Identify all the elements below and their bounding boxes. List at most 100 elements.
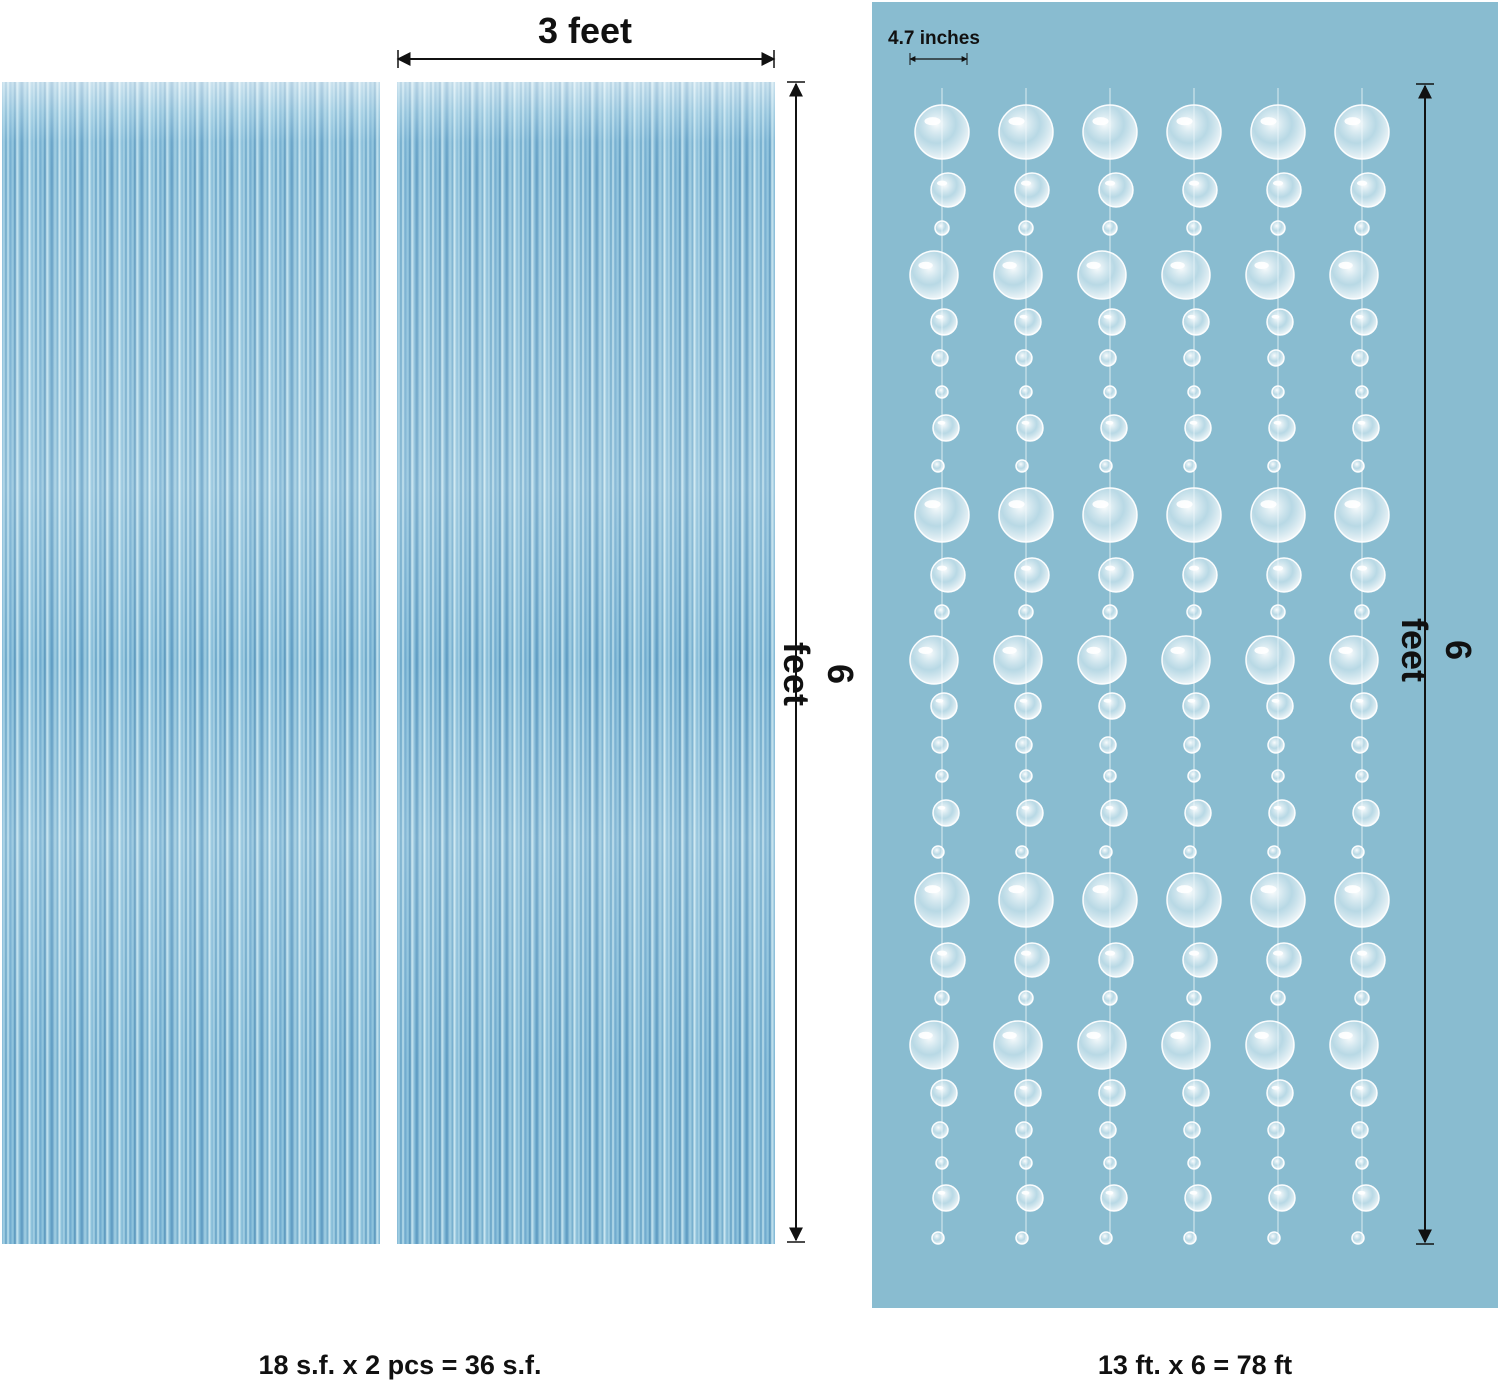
bubble <box>1099 459 1113 473</box>
bubble <box>934 220 950 236</box>
bubble-highlight <box>935 1085 944 1090</box>
bubble <box>931 736 949 754</box>
bubble <box>1271 1156 1285 1170</box>
curtain-total-caption: 18 s.f. x 2 pcs = 36 s.f. <box>258 1350 542 1380</box>
bubble-highlight <box>1170 1031 1185 1039</box>
bubble <box>1354 220 1370 236</box>
bubble <box>1354 990 1370 1006</box>
bubble <box>1100 1184 1128 1212</box>
bubble <box>1270 220 1286 236</box>
bubble <box>1182 557 1218 593</box>
bubble <box>1015 349 1033 367</box>
bubble <box>1098 692 1126 720</box>
bubble-highlight <box>1021 805 1030 810</box>
curtain-width-label: 3 feet <box>537 10 633 51</box>
bubble-highlight <box>1086 1031 1101 1039</box>
bubble-highlight <box>1272 180 1284 186</box>
bubble-highlight <box>935 314 944 319</box>
bubble <box>1082 104 1138 160</box>
bubble <box>1098 172 1134 208</box>
bubble <box>932 1184 960 1212</box>
bubble <box>1103 1156 1117 1170</box>
bubble <box>1350 1079 1378 1107</box>
bubble <box>1183 1121 1201 1139</box>
bubble <box>1100 414 1128 442</box>
bubble <box>1018 604 1034 620</box>
bubble-highlight <box>1356 180 1368 186</box>
bubble <box>1187 1156 1201 1170</box>
bubble-strands <box>909 88 1390 1245</box>
bubble <box>1271 769 1285 783</box>
bubble-highlight <box>1002 261 1017 269</box>
bubble-highlight <box>1188 565 1200 571</box>
bubble <box>909 635 959 685</box>
bubble-highlight <box>1189 805 1198 810</box>
bubble-highlight <box>1021 420 1030 425</box>
bubble <box>1186 220 1202 236</box>
bubble <box>1250 104 1306 160</box>
bubble-highlight <box>1092 500 1109 509</box>
bubble <box>1099 1231 1113 1245</box>
bubble-highlight <box>1086 261 1101 269</box>
bubble <box>1015 1231 1029 1245</box>
bubble <box>1245 635 1295 685</box>
bubble <box>1186 604 1202 620</box>
bubble <box>1267 459 1281 473</box>
bubble-highlight <box>1273 1190 1282 1195</box>
bubble <box>1015 459 1029 473</box>
bubble <box>1183 845 1197 859</box>
foil-curtain-left <box>2 82 380 1244</box>
bubble <box>914 872 970 928</box>
bubble-highlight <box>1170 261 1185 269</box>
bubble-highlight <box>1260 885 1277 894</box>
bubble <box>1016 414 1044 442</box>
bubble-highlight <box>1357 420 1366 425</box>
bubble <box>1098 308 1126 336</box>
bubble <box>1187 385 1201 399</box>
bubble <box>1166 487 1222 543</box>
bubble <box>930 557 966 593</box>
bubble-highlight <box>1105 1190 1114 1195</box>
bubble <box>935 769 949 783</box>
bubble <box>1329 635 1379 685</box>
bubble-highlight <box>936 950 948 956</box>
bubble <box>1098 557 1134 593</box>
bubble-highlight <box>1008 885 1025 894</box>
bubble <box>1182 942 1218 978</box>
bubble-highlight <box>1020 950 1032 956</box>
bubble-highlight <box>1002 646 1017 655</box>
bubble <box>1355 1156 1369 1170</box>
bubble-highlight <box>1188 180 1200 186</box>
bubble-highlight <box>1355 698 1364 703</box>
bubble-highlight <box>1092 117 1109 126</box>
bubble-highlight <box>936 565 948 571</box>
bubble-highlight <box>1104 180 1116 186</box>
bubble <box>1186 990 1202 1006</box>
bubble-highlight <box>1104 565 1116 571</box>
bubble-highlight <box>918 1031 933 1039</box>
bubble <box>998 872 1054 928</box>
bubble-highlight <box>1176 500 1193 509</box>
bubble <box>1182 1079 1210 1107</box>
bubble-spacing-label: 4.7 inches <box>888 28 980 49</box>
bubble-highlight <box>1260 117 1277 126</box>
bubble-highlight <box>1020 180 1032 186</box>
bubble-highlight <box>1271 698 1280 703</box>
bubble <box>914 104 970 160</box>
bubble <box>1018 990 1034 1006</box>
bubble <box>1016 799 1044 827</box>
bubble-highlight <box>1355 314 1364 319</box>
bubble <box>934 990 950 1006</box>
bubble <box>1266 172 1302 208</box>
bubble <box>1351 736 1369 754</box>
bubble <box>1355 385 1369 399</box>
bubble-highlight <box>1338 261 1353 269</box>
bubble-highlight <box>1019 698 1028 703</box>
bubble-highlight <box>1271 1085 1280 1090</box>
bubble <box>1267 349 1285 367</box>
bubble-highlight <box>1338 646 1353 655</box>
bubble <box>1015 1121 1033 1139</box>
bubble <box>1184 799 1212 827</box>
bubble <box>1267 845 1281 859</box>
